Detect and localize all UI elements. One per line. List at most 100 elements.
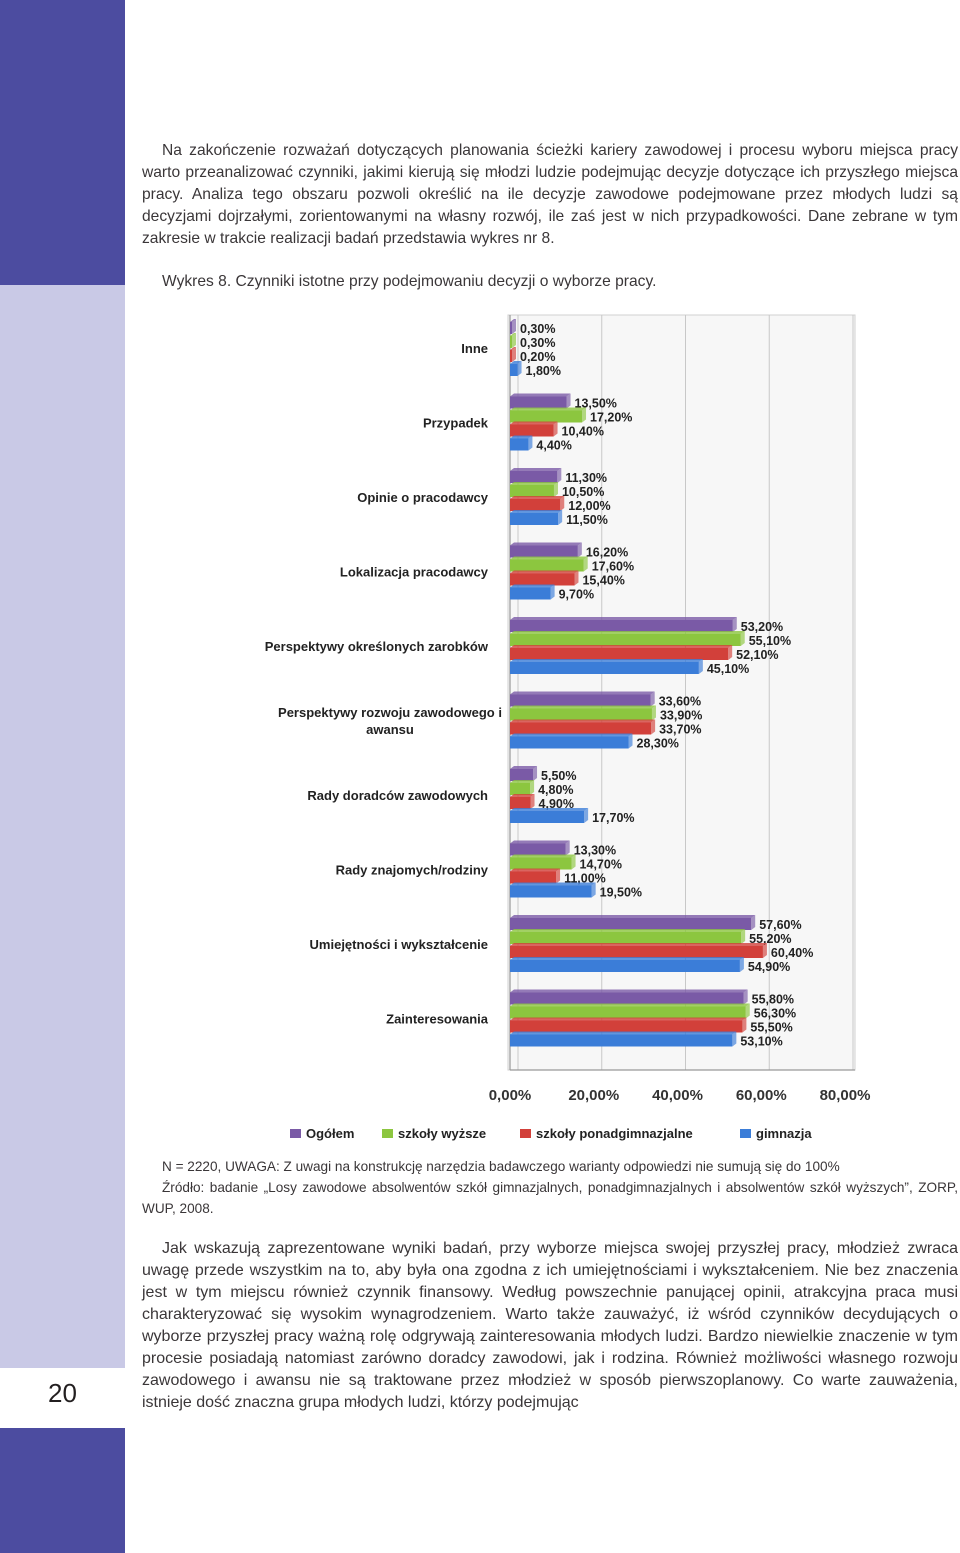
bar bbox=[510, 559, 584, 572]
data-label: 4,90% bbox=[539, 797, 574, 811]
data-label: 55,80% bbox=[752, 993, 794, 1007]
bar-top bbox=[510, 882, 596, 886]
bar-top bbox=[510, 584, 555, 588]
bar bbox=[510, 932, 742, 944]
bar bbox=[510, 620, 733, 632]
data-label: 0,30% bbox=[520, 322, 555, 336]
legend-label: Ogółem bbox=[306, 1126, 354, 1141]
bar-top bbox=[510, 1031, 737, 1035]
data-label: 54,90% bbox=[748, 960, 790, 974]
data-label: 0,20% bbox=[520, 350, 555, 364]
bar bbox=[510, 736, 629, 749]
conclusion-paragraph-text: Jak wskazują zaprezentowane wyniki badań… bbox=[142, 1240, 958, 1411]
sidebar-bottom-band bbox=[0, 1428, 125, 1553]
data-label: 52,10% bbox=[736, 648, 778, 662]
bar bbox=[510, 992, 744, 1005]
data-label: 17,20% bbox=[590, 411, 632, 425]
bar-top bbox=[510, 1003, 750, 1007]
bar-top bbox=[510, 957, 744, 960]
data-label: 55,10% bbox=[749, 634, 791, 648]
bar-side bbox=[751, 915, 756, 930]
category-label: Inne bbox=[461, 341, 488, 356]
data-label: 53,10% bbox=[740, 1035, 782, 1049]
data-label: 28,30% bbox=[637, 737, 679, 751]
bar bbox=[510, 322, 512, 334]
data-label: 60,40% bbox=[771, 946, 813, 960]
category-label: Opinie o pracodawcy bbox=[357, 490, 489, 505]
bar bbox=[510, 573, 575, 586]
bar-side bbox=[571, 854, 576, 870]
page-number: 20 bbox=[48, 1378, 77, 1408]
data-label: 10,50% bbox=[562, 485, 604, 499]
bar-side bbox=[553, 482, 558, 497]
bar-top bbox=[510, 407, 587, 411]
bar-top bbox=[510, 482, 558, 485]
bar bbox=[510, 960, 740, 972]
data-label: 12,00% bbox=[568, 499, 610, 513]
bar bbox=[510, 587, 551, 600]
bar-side bbox=[650, 691, 655, 707]
bar-side bbox=[740, 631, 745, 646]
bar-top bbox=[510, 631, 745, 634]
bar bbox=[510, 1034, 733, 1047]
bar bbox=[510, 857, 572, 870]
bar-top bbox=[510, 347, 516, 350]
chart-notes: N = 2220, UWAGA: Z uwagi na konstrukcję … bbox=[142, 1156, 958, 1219]
sidebar-middle-band bbox=[0, 285, 125, 1368]
data-label: 13,30% bbox=[574, 844, 616, 858]
bar-top bbox=[510, 705, 656, 709]
bar-top bbox=[510, 780, 535, 783]
bar-side bbox=[651, 719, 656, 735]
x-tick-label: 60,00% bbox=[736, 1087, 787, 1104]
bar-side bbox=[745, 1003, 750, 1019]
data-label: 15,40% bbox=[582, 574, 624, 588]
bar-top bbox=[510, 915, 756, 918]
data-label: 53,20% bbox=[741, 620, 783, 634]
bar-side bbox=[517, 361, 522, 376]
bar bbox=[510, 438, 529, 451]
data-label: 33,60% bbox=[659, 695, 701, 709]
bar bbox=[510, 424, 554, 437]
category-label: Zainteresowania bbox=[386, 1012, 489, 1027]
bar bbox=[510, 769, 534, 781]
category-label: Perspektywy rozwoju zawodowego i bbox=[278, 705, 502, 720]
bar-side bbox=[742, 1017, 747, 1033]
bar-side bbox=[591, 882, 596, 898]
data-label: 11,30% bbox=[565, 471, 607, 485]
bar-side bbox=[739, 957, 744, 972]
data-label: 14,70% bbox=[580, 858, 622, 872]
bar-side bbox=[530, 794, 535, 809]
data-label: 10,40% bbox=[562, 425, 604, 439]
bar bbox=[510, 410, 583, 423]
x-tick-label: 40,00% bbox=[652, 1087, 703, 1104]
category-label: Umiejętności i wykształcenie bbox=[310, 937, 488, 952]
bar-side bbox=[557, 468, 562, 483]
data-label: 57,60% bbox=[759, 918, 801, 932]
bar-top bbox=[510, 691, 655, 695]
data-label: 9,70% bbox=[559, 588, 594, 602]
sidebar-top-band bbox=[0, 0, 125, 285]
bar-side bbox=[512, 347, 516, 362]
bar-top bbox=[510, 617, 737, 620]
bar-top bbox=[510, 719, 656, 723]
bar-side bbox=[550, 584, 555, 600]
bar-top bbox=[510, 854, 576, 858]
conclusion-paragraph: Jak wskazują zaprezentowane wyniki badań… bbox=[142, 1238, 958, 1414]
bar-side bbox=[530, 780, 535, 795]
bar-side bbox=[577, 542, 582, 558]
bar-side bbox=[528, 435, 533, 451]
bar-top bbox=[510, 556, 588, 560]
legend-swatch bbox=[382, 1129, 393, 1138]
bar bbox=[510, 811, 585, 823]
category-label: Przypadek bbox=[423, 416, 489, 431]
bar-side bbox=[512, 319, 516, 334]
bar bbox=[510, 662, 699, 674]
bar bbox=[510, 471, 558, 483]
bar bbox=[510, 499, 561, 511]
intro-paragraph-text: Na zakończenie rozważań dotyczących plan… bbox=[142, 142, 958, 247]
data-label: 5,50% bbox=[541, 769, 576, 783]
bar-side bbox=[574, 570, 579, 586]
bar bbox=[510, 545, 578, 558]
bar-side bbox=[762, 943, 767, 958]
bar-top bbox=[510, 868, 561, 872]
